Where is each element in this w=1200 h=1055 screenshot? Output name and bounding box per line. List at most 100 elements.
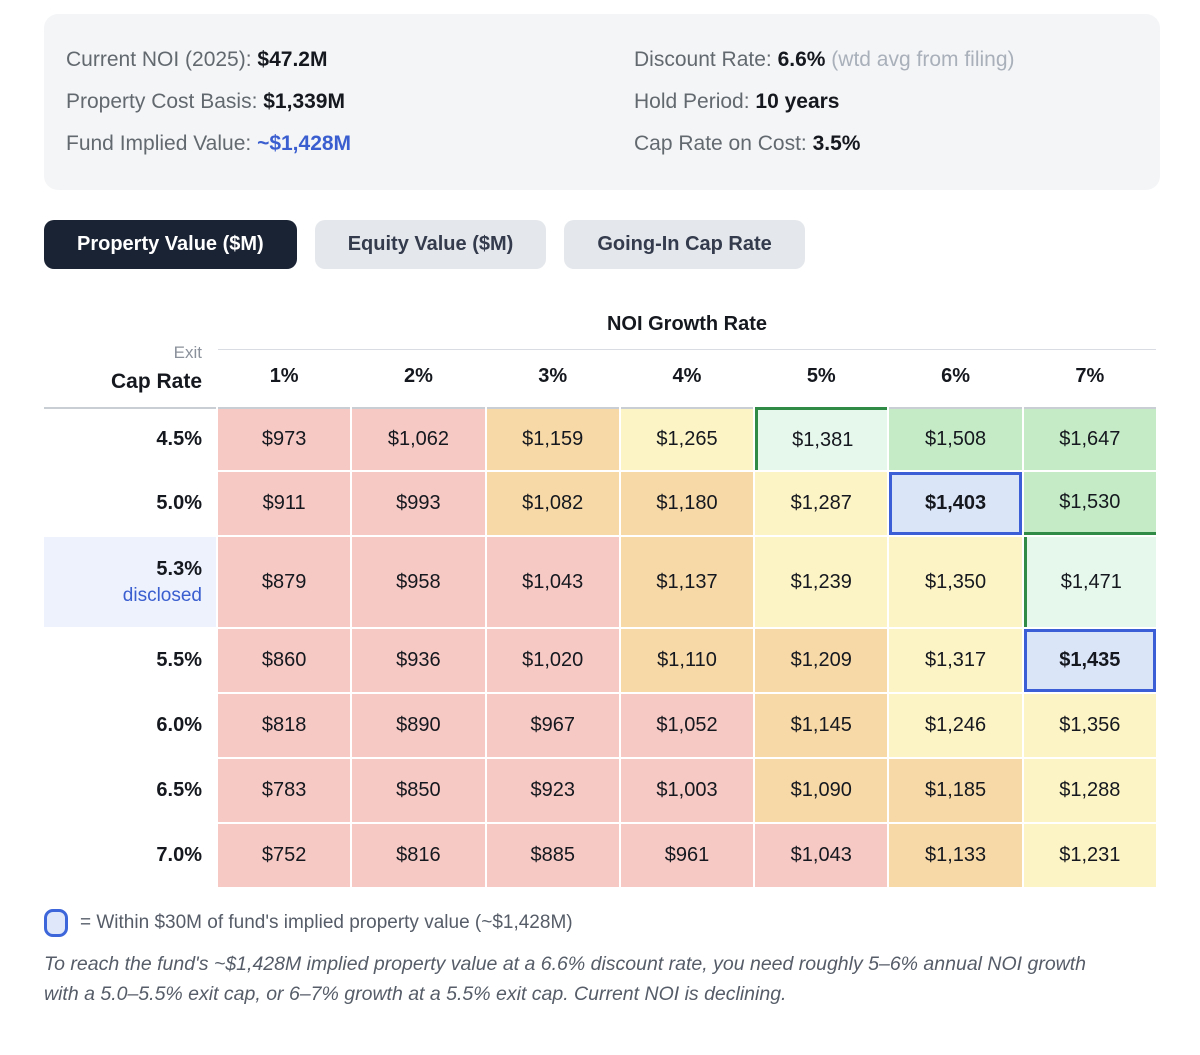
matrix-cell: $850 bbox=[352, 759, 485, 822]
matrix-cell: $958 bbox=[352, 537, 485, 627]
matrix-row: 5.0% $911 $993 $1,082 $1,180 $1,287 $1,403 $1,5… bbox=[44, 472, 1156, 535]
stat-discount-rate: Discount Rate: 6.6% (wtd avg from filing… bbox=[634, 39, 1160, 81]
stat-suffix: (wtd avg from filing) bbox=[831, 48, 1015, 71]
matrix-cell: $816 bbox=[352, 824, 485, 887]
column-header: 3% bbox=[538, 365, 568, 387]
matrix-cell: $973 bbox=[218, 407, 351, 470]
stat-value: 3.5% bbox=[812, 132, 861, 155]
column-header: 4% bbox=[672, 365, 702, 387]
matrix-cell: $1,159 bbox=[486, 407, 619, 470]
legend-swatch-blue-box bbox=[44, 909, 68, 937]
matrix-cell: $1,020 bbox=[486, 629, 619, 692]
row-header: 5.5% bbox=[44, 629, 216, 692]
row-header: 7.0% bbox=[44, 824, 216, 887]
stat-value: $47.2M bbox=[257, 48, 328, 71]
summary-left-column: Current NOI (2025): $47.2M Property Cost… bbox=[66, 39, 634, 165]
matrix-cell: $1,471 bbox=[1023, 537, 1156, 627]
tab-going-in-cap-rate[interactable]: Going-In Cap Rate bbox=[564, 220, 805, 269]
matrix-cell: $1,508 bbox=[889, 407, 1022, 470]
row-header: 6.5% bbox=[44, 759, 216, 822]
view-tabs: Property Value ($M) Equity Value ($M) Go… bbox=[44, 220, 1200, 269]
stat-cap-rate-on-cost: Cap Rate on Cost: 3.5% bbox=[634, 123, 1160, 165]
matrix-cell: $860 bbox=[218, 629, 351, 692]
matrix-cell: $1,239 bbox=[755, 537, 888, 627]
matrix-cell: $1,052 bbox=[620, 694, 754, 757]
matrix-cell: $1,110 bbox=[620, 629, 754, 692]
matrix-cell: $1,185 bbox=[889, 759, 1022, 822]
matrix-row: 5.5% $860 $936 $1,020 $1,110 $1,209 $1,317 $1,4… bbox=[44, 629, 1156, 692]
tab-property-value[interactable]: Property Value ($M) bbox=[44, 220, 297, 269]
matrix-cell: $1,043 bbox=[755, 824, 888, 887]
matrix-cell: $993 bbox=[352, 472, 485, 535]
summary-right-column: Discount Rate: 6.6% (wtd avg from filing… bbox=[634, 39, 1160, 165]
matrix-cell: $1,381 bbox=[755, 407, 888, 470]
exit-label: Exit bbox=[173, 342, 202, 362]
matrix-cell: $1,246 bbox=[889, 694, 1022, 757]
stat-value: $1,339M bbox=[263, 90, 345, 113]
stat-value: 6.6% bbox=[777, 48, 826, 71]
row-header: 5.0% bbox=[44, 472, 216, 535]
matrix-cell: $1,145 bbox=[755, 694, 888, 757]
row-header: 4.5% bbox=[44, 407, 216, 470]
matrix-row: 5.3% disclosed $879 $958 $1,043 $1,137 $1,239 $… bbox=[44, 537, 1156, 627]
matrix-cell: $1,435 bbox=[1023, 629, 1156, 692]
tab-equity-value[interactable]: Equity Value ($M) bbox=[314, 220, 547, 269]
matrix-cell: $961 bbox=[620, 824, 754, 887]
column-header: 5% bbox=[806, 365, 836, 387]
row-header: 6.0% bbox=[44, 694, 216, 757]
matrix-cell: $1,137 bbox=[620, 537, 754, 627]
legend-text: = Within $30M of fund's implied property… bbox=[80, 912, 573, 933]
matrix-cell: $1,317 bbox=[889, 629, 1022, 692]
matrix-cell: $879 bbox=[218, 537, 351, 627]
matrix-cell: $1,647 bbox=[1023, 407, 1156, 470]
matrix-cell: $967 bbox=[486, 694, 619, 757]
matrix-cell: $1,356 bbox=[1023, 694, 1156, 757]
matrix-cell: $911 bbox=[218, 472, 351, 535]
matrix-cell: $1,530 bbox=[1023, 472, 1156, 535]
matrix-cell: $890 bbox=[352, 694, 485, 757]
matrix-row: 6.5% $783 $850 $923 $1,003 $1,090 $1,185 $1,288 bbox=[44, 759, 1156, 822]
stat-fund-implied-value: Fund Implied Value: ~$1,428M bbox=[66, 123, 634, 165]
matrix-cell: $1,043 bbox=[486, 537, 619, 627]
matrix-cell: $1,350 bbox=[889, 537, 1022, 627]
group-header-row: Exit Cap Rate NOI Growth Rate bbox=[44, 309, 1156, 393]
stat-label: Hold Period: bbox=[634, 90, 750, 113]
column-header: 1% bbox=[269, 365, 299, 387]
matrix-cell: $1,231 bbox=[1023, 824, 1156, 887]
stat-label: Current NOI (2025): bbox=[66, 48, 252, 71]
matrix-cell: $818 bbox=[218, 694, 351, 757]
matrix-cell: $1,090 bbox=[755, 759, 888, 822]
matrix-cell: $885 bbox=[486, 824, 619, 887]
sensitivity-table: Exit Cap Rate NOI Growth Rate 1% 2% 3% 4… bbox=[42, 307, 1158, 889]
matrix-cell: $923 bbox=[486, 759, 619, 822]
stat-current-noi: Current NOI (2025): $47.2M bbox=[66, 39, 634, 81]
matrix-cell: $1,287 bbox=[755, 472, 888, 535]
column-header: 2% bbox=[403, 365, 433, 387]
matrix-cell: $1,180 bbox=[620, 472, 754, 535]
stat-value: ~$1,428M bbox=[257, 132, 352, 155]
row-header: 5.3% disclosed bbox=[44, 537, 216, 627]
legend: = Within $30M of fund's implied property… bbox=[44, 909, 1200, 937]
matrix-cell: $1,209 bbox=[755, 629, 888, 692]
matrix-cell: $1,062 bbox=[352, 407, 485, 470]
stat-label: Property Cost Basis: bbox=[66, 90, 258, 113]
noi-growth-rate-label: NOI Growth Rate bbox=[218, 309, 1156, 350]
column-header-row: 1% 2% 3% 4% 5% 6% 7% bbox=[44, 352, 1156, 405]
matrix-cell: $752 bbox=[218, 824, 351, 887]
matrix-cell: $1,003 bbox=[620, 759, 754, 822]
matrix-cell: $1,133 bbox=[889, 824, 1022, 887]
stat-label: Discount Rate: bbox=[634, 48, 772, 71]
exit-cap-rate-label: Exit Cap Rate bbox=[44, 309, 216, 405]
matrix-row: 4.5% $973 $1,062 $1,159 $1,265 $1,381 $1,508 $1… bbox=[44, 407, 1156, 470]
matrix-cell: $1,082 bbox=[486, 472, 619, 535]
stat-label: Cap Rate on Cost: bbox=[634, 132, 807, 155]
stat-hold-period: Hold Period: 10 years bbox=[634, 81, 1160, 123]
stat-label: Fund Implied Value: bbox=[66, 132, 252, 155]
matrix-row: 6.0% $818 $890 $967 $1,052 $1,145 $1,246 $1,356 bbox=[44, 694, 1156, 757]
matrix-cell: $936 bbox=[352, 629, 485, 692]
matrix-cell: $1,265 bbox=[620, 407, 754, 470]
matrix-cell: $783 bbox=[218, 759, 351, 822]
column-header: 6% bbox=[941, 365, 970, 387]
summary-panel: Current NOI (2025): $47.2M Property Cost… bbox=[44, 14, 1160, 190]
column-header: 7% bbox=[1075, 365, 1105, 387]
